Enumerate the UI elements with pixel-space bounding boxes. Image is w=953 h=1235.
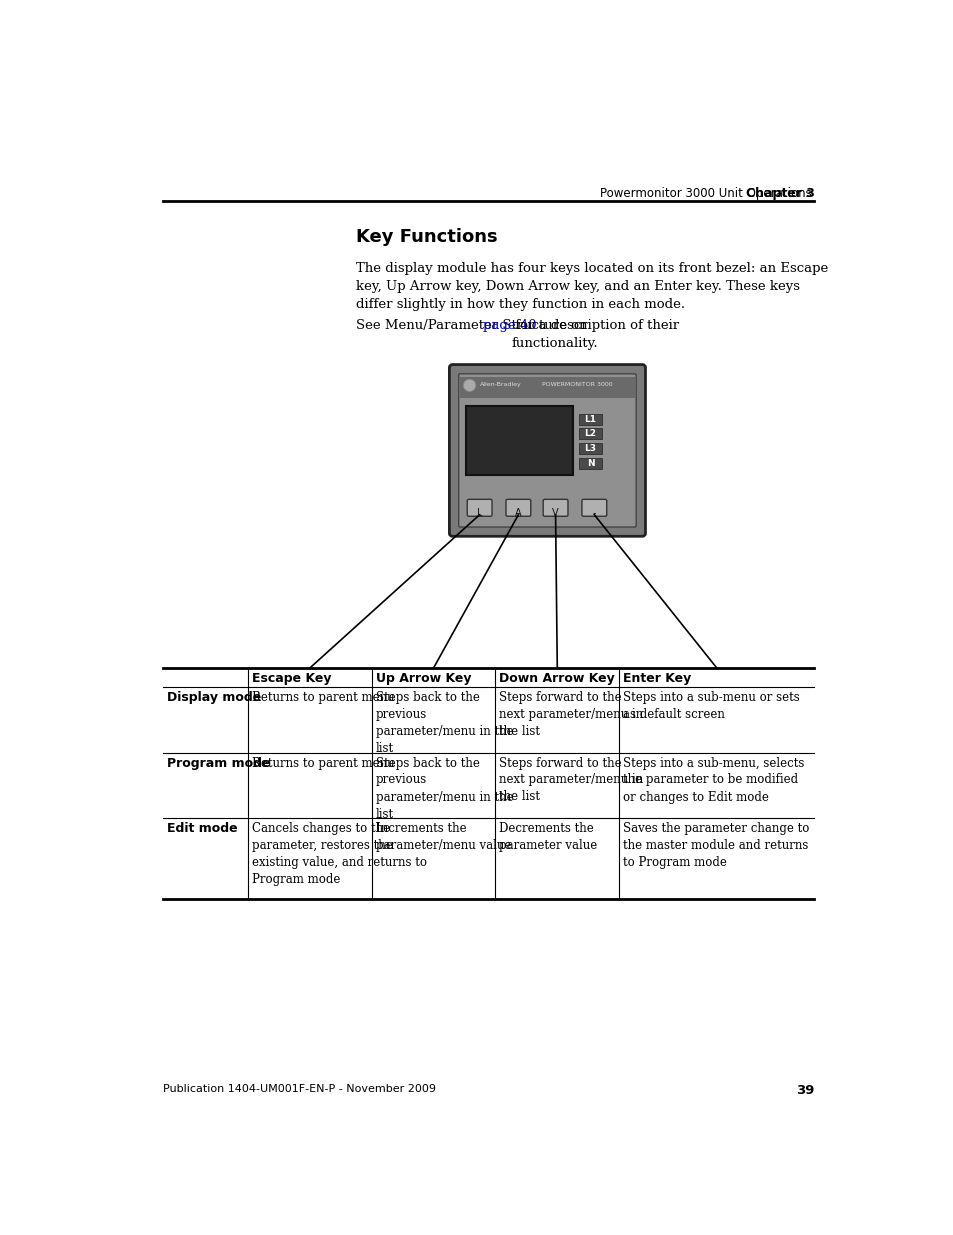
Text: L: L [476, 508, 482, 517]
Bar [578, 414, 601, 425]
Text: Enter Key: Enter Key [622, 672, 691, 684]
Text: page 40: page 40 [483, 319, 537, 332]
Text: Allen-Bradley: Allen-Bradley [479, 382, 521, 387]
Text: Steps back to the
previous
parameter/menu in the
list: Steps back to the previous parameter/men… [375, 692, 513, 755]
Text: Chapter 3: Chapter 3 [744, 186, 814, 200]
Text: Returns to parent menu: Returns to parent menu [252, 757, 395, 769]
Text: Decrements the
parameter value: Decrements the parameter value [498, 823, 597, 852]
Bar [578, 429, 601, 440]
Text: L3: L3 [584, 443, 596, 453]
FancyBboxPatch shape [467, 499, 492, 516]
FancyBboxPatch shape [505, 499, 530, 516]
Text: Steps into a sub-menu or sets
as default screen: Steps into a sub-menu or sets as default… [622, 692, 799, 721]
Text: N: N [586, 458, 594, 468]
Text: POWERMONITOR 3000: POWERMONITOR 3000 [541, 382, 612, 387]
Text: Up Arrow Key: Up Arrow Key [375, 672, 471, 684]
Text: Steps forward to the
next parameter/menu in
the list: Steps forward to the next parameter/menu… [498, 692, 643, 739]
Text: Down Arrow Key: Down Arrow Key [498, 672, 615, 684]
Text: for a description of their
functionality.: for a description of their functionality… [511, 319, 679, 351]
Bar [466, 406, 573, 475]
Text: Steps back to the
previous
parameter/menu in the
list: Steps back to the previous parameter/men… [375, 757, 513, 820]
Text: See Menu/Parameter Structure on: See Menu/Parameter Structure on [355, 319, 591, 332]
FancyBboxPatch shape [581, 499, 606, 516]
Text: Powermonitor 3000 Unit Operations: Powermonitor 3000 Unit Operations [599, 186, 811, 200]
Text: Publication 1404-UM001F-EN-P - November 2009: Publication 1404-UM001F-EN-P - November … [163, 1084, 436, 1094]
Circle shape [463, 379, 476, 391]
Bar [578, 443, 601, 454]
Text: The display module has four keys located on its front bezel: an Escape
key, Up A: The display module has four keys located… [355, 262, 827, 311]
Text: Cancels changes to the
parameter, restores the
existing value, and returns to
Pr: Cancels changes to the parameter, restor… [252, 823, 427, 885]
Text: A: A [515, 508, 521, 517]
Text: Program mode: Program mode [167, 757, 270, 769]
Text: L2: L2 [584, 430, 596, 438]
Text: -: - [592, 508, 596, 517]
FancyBboxPatch shape [458, 374, 636, 527]
Text: Escape Key: Escape Key [252, 672, 331, 684]
Text: Edit mode: Edit mode [167, 823, 237, 835]
Text: Saves the parameter change to
the master module and returns
to Program mode: Saves the parameter change to the master… [622, 823, 808, 869]
Text: 39: 39 [795, 1084, 814, 1097]
Bar [578, 458, 601, 468]
Text: Increments the
parameter/menu value: Increments the parameter/menu value [375, 823, 511, 852]
Text: L1: L1 [584, 415, 596, 424]
Bar [459, 377, 634, 399]
FancyBboxPatch shape [542, 499, 567, 516]
Text: Key Functions: Key Functions [355, 227, 497, 246]
Text: Display mode: Display mode [167, 692, 260, 704]
Text: Steps forward to the
next parameter/menu in
the list: Steps forward to the next parameter/menu… [498, 757, 643, 804]
Text: V: V [552, 508, 558, 517]
Text: Returns to parent menu: Returns to parent menu [252, 692, 395, 704]
FancyBboxPatch shape [449, 364, 645, 536]
Text: Steps into a sub-menu, selects
the parameter to be modified
or changes to Edit m: Steps into a sub-menu, selects the param… [622, 757, 803, 804]
